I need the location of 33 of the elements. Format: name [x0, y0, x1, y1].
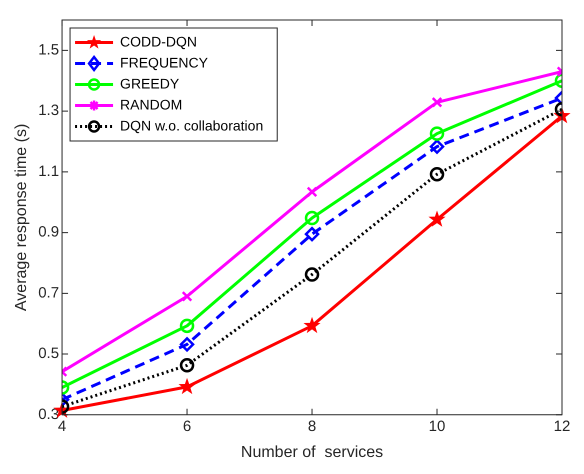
point: [303, 316, 321, 334]
y-tick-label: 0.3: [38, 406, 60, 423]
point: [304, 226, 320, 242]
legend-label: FREQUENCY: [120, 54, 209, 70]
y-tick-label: 0.7: [38, 284, 60, 302]
legend-label: RANDOM: [120, 96, 182, 112]
legend-label: CODD-DQN: [120, 33, 198, 50]
point: [304, 210, 320, 226]
x-tick-label: 10: [428, 418, 446, 435]
point: [180, 358, 194, 373]
y-axis-title: Average response time (s): [13, 124, 30, 312]
y-tick-label: 1.5: [38, 42, 60, 59]
legend-label: GREEDY: [120, 75, 180, 92]
x-tick-label: 12: [554, 418, 570, 435]
y-tick-label: 1.1: [38, 162, 60, 180]
point: [180, 337, 194, 352]
x-axis-title: Number of services: [240, 444, 384, 461]
point: [430, 139, 444, 154]
point: [304, 267, 320, 282]
x-tick-label: 6: [182, 418, 192, 435]
legend-label: DQN w.o. collaboration: [120, 117, 264, 134]
y-tick-label: 0.5: [38, 345, 60, 362]
point: [430, 126, 444, 141]
point: [430, 167, 444, 182]
point: [182, 290, 193, 302]
point: [428, 210, 446, 227]
x-tick-label: 8: [308, 418, 316, 435]
point: [306, 186, 318, 198]
y-tick-label: 0.9: [38, 224, 60, 241]
x-tick-label: 4: [58, 418, 66, 435]
point: [180, 318, 194, 334]
y-tick-label: 1.3: [38, 102, 60, 120]
point: [178, 378, 196, 394]
